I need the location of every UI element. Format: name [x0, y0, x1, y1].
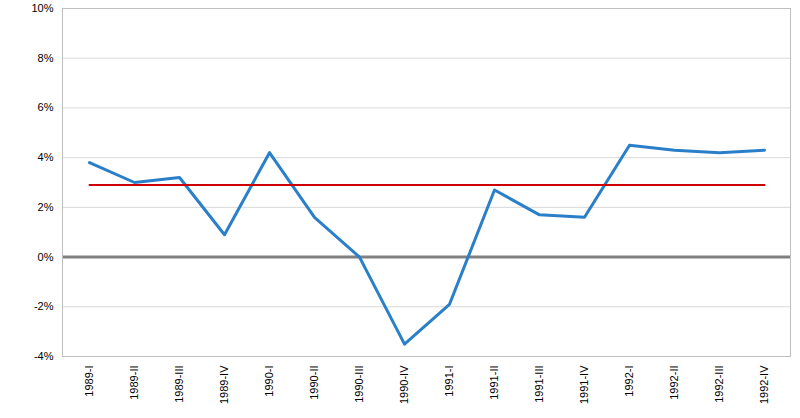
svg-text:1989-III: 1989-III [173, 366, 185, 403]
svg-text:1992-I: 1992-I [623, 366, 635, 397]
svg-text:1992-IV: 1992-IV [758, 365, 770, 404]
svg-text:1990-III: 1990-III [353, 366, 365, 403]
svg-text:1992-II: 1992-II [668, 366, 680, 400]
svg-text:1992-III: 1992-III [713, 366, 725, 403]
svg-text:8%: 8% [38, 52, 54, 64]
svg-text:-2%: -2% [34, 300, 54, 312]
svg-text:4%: 4% [38, 151, 54, 163]
svg-text:6%: 6% [38, 101, 54, 113]
svg-text:0%: 0% [38, 251, 54, 263]
svg-text:1990-II: 1990-II [308, 366, 320, 400]
svg-text:2%: 2% [38, 201, 54, 213]
svg-text:1991-III: 1991-III [533, 366, 545, 403]
svg-text:1990-IV: 1990-IV [398, 365, 410, 404]
svg-text:1989-I: 1989-I [83, 366, 95, 397]
svg-text:1989-II: 1989-II [128, 366, 140, 400]
svg-text:1990-I: 1990-I [263, 366, 275, 397]
svg-text:1991-I: 1991-I [443, 366, 455, 397]
svg-text:1991-II: 1991-II [488, 366, 500, 400]
svg-text:1991-IV: 1991-IV [578, 365, 590, 404]
svg-text:1989-IV: 1989-IV [218, 365, 230, 404]
svg-text:10%: 10% [31, 2, 53, 14]
svg-text:-4%: -4% [34, 350, 54, 362]
